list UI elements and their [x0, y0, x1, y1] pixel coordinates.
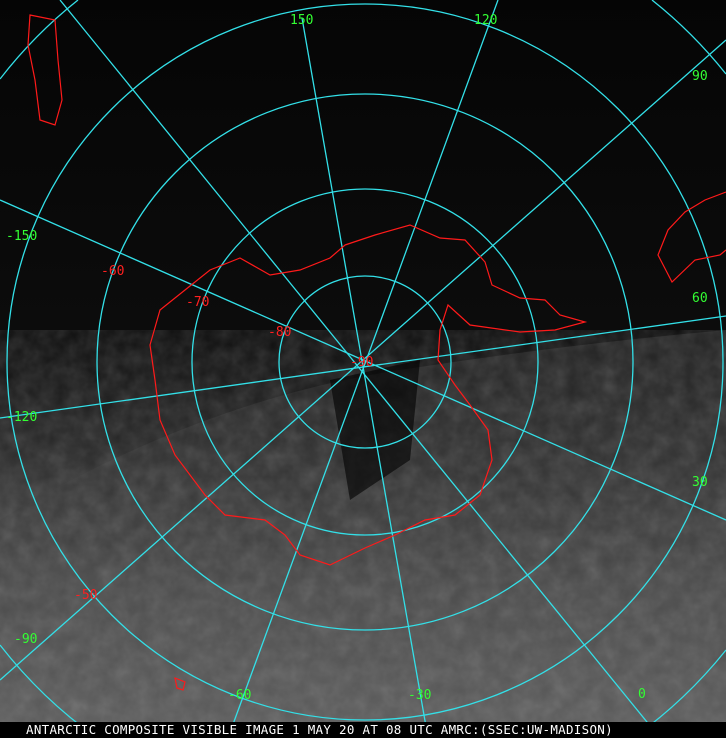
- lon-label-minus90: -90: [14, 632, 37, 647]
- lat-label-minus60: -60: [101, 264, 124, 279]
- lon-label-minus30: -30: [408, 688, 431, 703]
- lon-label-minus150: -150: [6, 229, 37, 244]
- lon-label-30: 30: [692, 475, 708, 490]
- lon-label-minus60: -60: [228, 688, 251, 703]
- lat-label-minus90: -90: [350, 355, 373, 370]
- coastline: [27, 14, 726, 691]
- island-coastline: [27, 14, 63, 126]
- lon-label-120: 120: [474, 13, 497, 28]
- lat-label-minus80: -80: [268, 325, 291, 340]
- lat-label-minus50: -50: [74, 588, 97, 603]
- small-island: [174, 677, 186, 691]
- lon-label-60: 60: [692, 291, 708, 306]
- lon-label-0: 0: [638, 687, 646, 702]
- image-caption: ANTARCTIC COMPOSITE VISIBLE IMAGE 1 MAY …: [0, 722, 726, 738]
- night-shadow-wedge: [330, 360, 420, 500]
- longitude-labels: 150 120 90 60 30 0 -30 -60 -90 -120 -150: [6, 13, 708, 703]
- lat-label-minus70: -70: [186, 295, 209, 310]
- cloud-texture: [0, 330, 726, 738]
- lon-label-minus120: -120: [6, 410, 37, 425]
- south-america-coastline: [657, 191, 726, 283]
- antarctica-coastline: [149, 224, 588, 566]
- lon-label-90: 90: [692, 69, 708, 84]
- latitude-labels: -50 -60 -70 -80 -90: [74, 264, 373, 603]
- lon-label-150: 150: [290, 13, 313, 28]
